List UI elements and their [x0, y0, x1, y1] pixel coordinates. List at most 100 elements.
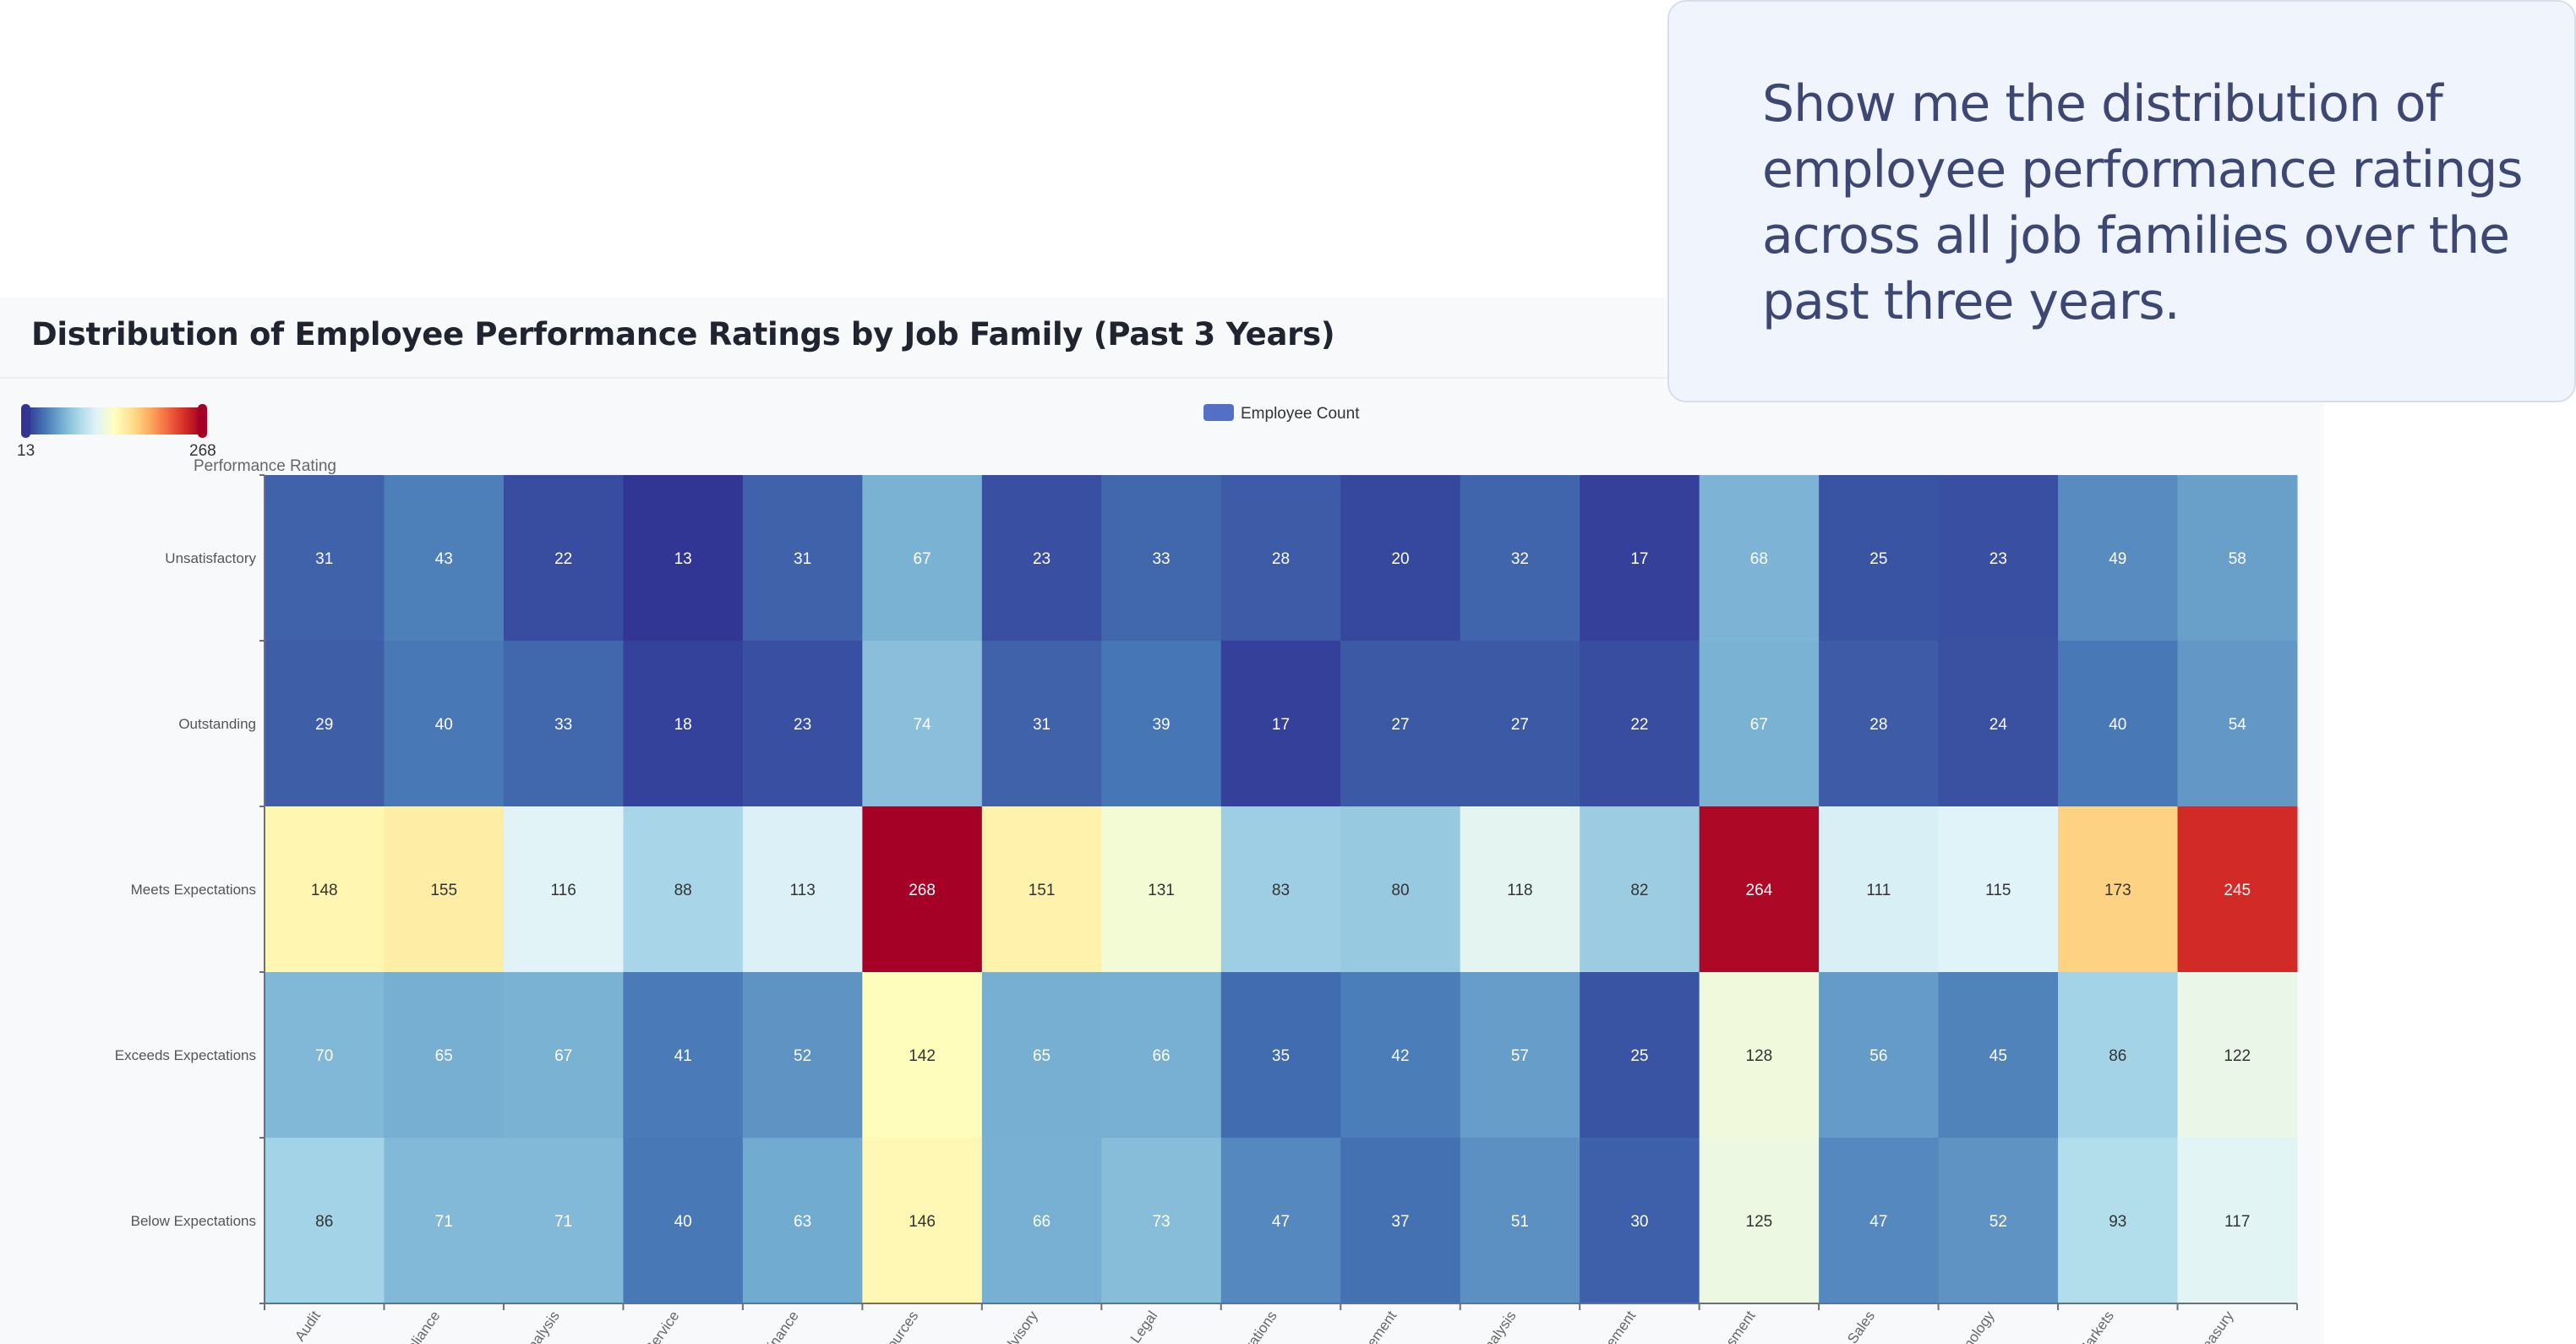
y-axis-title: Performance Rating [194, 457, 336, 475]
y-axis-label: Exceeds Expectations [115, 1047, 256, 1063]
cell-value-label: 83 [1272, 882, 1290, 899]
heatmap-cell [503, 806, 624, 973]
cell-value-label: 40 [2109, 716, 2126, 734]
heatmap-cell [384, 972, 505, 1139]
heatmap-cell [1460, 641, 1580, 807]
cell-value-label: 22 [1630, 716, 1648, 734]
cell-value-label: 70 [315, 1047, 333, 1065]
heatmap-cell [1819, 641, 1940, 807]
y-axis-label: Below Expectations [131, 1213, 256, 1229]
heatmap-cell [1460, 806, 1580, 973]
cell-value-label: 31 [315, 550, 333, 568]
heatmap-cell [1220, 806, 1341, 973]
heatmap-cell [1819, 806, 1940, 973]
cell-value-label: 80 [1391, 882, 1409, 899]
heatmap-cell [1101, 641, 1222, 807]
cell-value-label: 18 [674, 716, 692, 734]
cell-value-label: 86 [315, 1213, 333, 1231]
heatmap-cell [1580, 1138, 1700, 1304]
cell-value-label: 118 [1507, 882, 1532, 899]
heatmap-cell [1340, 475, 1461, 642]
cell-value-label: 67 [1750, 716, 1768, 734]
x-axis-label: nology [1960, 1308, 1998, 1344]
heatmap-cell [1101, 972, 1222, 1139]
cell-value-label: 42 [1391, 1047, 1409, 1065]
heatmap-cell [2058, 641, 2179, 807]
heatmap-cell [623, 972, 744, 1139]
heatmap-cell [981, 806, 1102, 973]
cell-value-label: 32 [1511, 550, 1529, 568]
x-axis-label: gement [1359, 1308, 1400, 1344]
heatmap-cell [742, 641, 863, 807]
cell-value-label: 24 [1989, 716, 2008, 734]
cell-value-label: 27 [1391, 716, 1409, 734]
cell-value-label: 52 [794, 1047, 811, 1065]
heatmap-cell [1819, 972, 1940, 1139]
cell-value-label: 23 [794, 716, 811, 734]
cell-value-label: 73 [1152, 1213, 1170, 1231]
cell-value-label: 74 [914, 716, 932, 734]
visual-map-bar [27, 407, 201, 434]
heatmap-cell [742, 806, 863, 973]
cell-value-label: 71 [435, 1213, 453, 1231]
heatmap-cell [862, 641, 983, 807]
cell-value-label: 67 [914, 550, 931, 568]
cell-value-label: 39 [1152, 716, 1170, 734]
cell-value-label: 67 [554, 1047, 572, 1065]
cell-value-label: 115 [1985, 882, 2011, 899]
x-axis-label: reasury [2196, 1308, 2236, 1344]
legend-label: Employee Count [1241, 405, 1360, 423]
heatmap-cell [2058, 475, 2179, 642]
heatmap-cell [265, 972, 385, 1139]
heatmap-cell [2177, 1138, 2298, 1304]
heatmap-cell [1938, 806, 2059, 973]
cell-value-label: 148 [311, 882, 338, 899]
heatmap-cell [1460, 972, 1580, 1139]
heatmap-cell [2177, 475, 2298, 642]
heatmap-cell [1819, 1138, 1940, 1304]
cell-value-label: 264 [1746, 882, 1773, 899]
heatmap-cell [1101, 806, 1222, 973]
cell-value-label: 131 [1148, 882, 1175, 899]
heatmap-cell [1580, 806, 1700, 973]
cell-value-label: 17 [1630, 550, 1648, 568]
cell-value-label: 33 [1152, 550, 1170, 568]
visual-map-max-label: 268 [189, 442, 216, 460]
chart-title-bar [0, 298, 1682, 379]
cell-value-label: 28 [1272, 550, 1290, 568]
chat-message-bubble: Show me the distribution of employee per… [1667, 0, 2576, 402]
cell-value-label: 27 [1511, 716, 1529, 734]
heatmap-cell [1938, 1138, 2059, 1304]
x-axis-label: Markets [2075, 1308, 2117, 1344]
cell-value-label: 71 [554, 1213, 572, 1231]
cell-value-label: 93 [2109, 1213, 2126, 1231]
heatmap-cell [1699, 972, 1820, 1139]
heatmap-cell [503, 1138, 624, 1304]
cell-value-label: 151 [1029, 882, 1056, 899]
heatmap-cell [981, 1138, 1102, 1304]
x-axis-label: ssment [1719, 1308, 1759, 1344]
heatmap-cell [265, 641, 385, 807]
cell-value-label: 155 [430, 882, 457, 899]
cell-value-label: 52 [1989, 1213, 2007, 1231]
heatmap-cell [2177, 641, 2298, 807]
cell-value-label: 128 [1746, 1047, 1773, 1065]
cell-value-label: 173 [2104, 882, 2131, 899]
heatmap-cell [1220, 641, 1341, 807]
heatmap-cell [384, 641, 505, 807]
heatmap-cell [265, 806, 385, 973]
heatmap-cell [1699, 475, 1820, 642]
cell-value-label: 142 [909, 1047, 936, 1065]
heatmap-cell [1101, 1138, 1222, 1304]
heatmap-cell [1101, 475, 1222, 642]
cell-value-label: 20 [1391, 550, 1409, 568]
cell-value-label: 117 [2224, 1213, 2250, 1231]
cell-value-label: 33 [554, 716, 572, 734]
heatmap-cell [384, 475, 505, 642]
heatmap-cell [742, 972, 863, 1139]
cell-value-label: 66 [1033, 1213, 1051, 1231]
heatmap-cell [1699, 806, 1820, 973]
x-axis-label: sources [880, 1308, 922, 1344]
cell-value-label: 125 [1746, 1213, 1773, 1231]
